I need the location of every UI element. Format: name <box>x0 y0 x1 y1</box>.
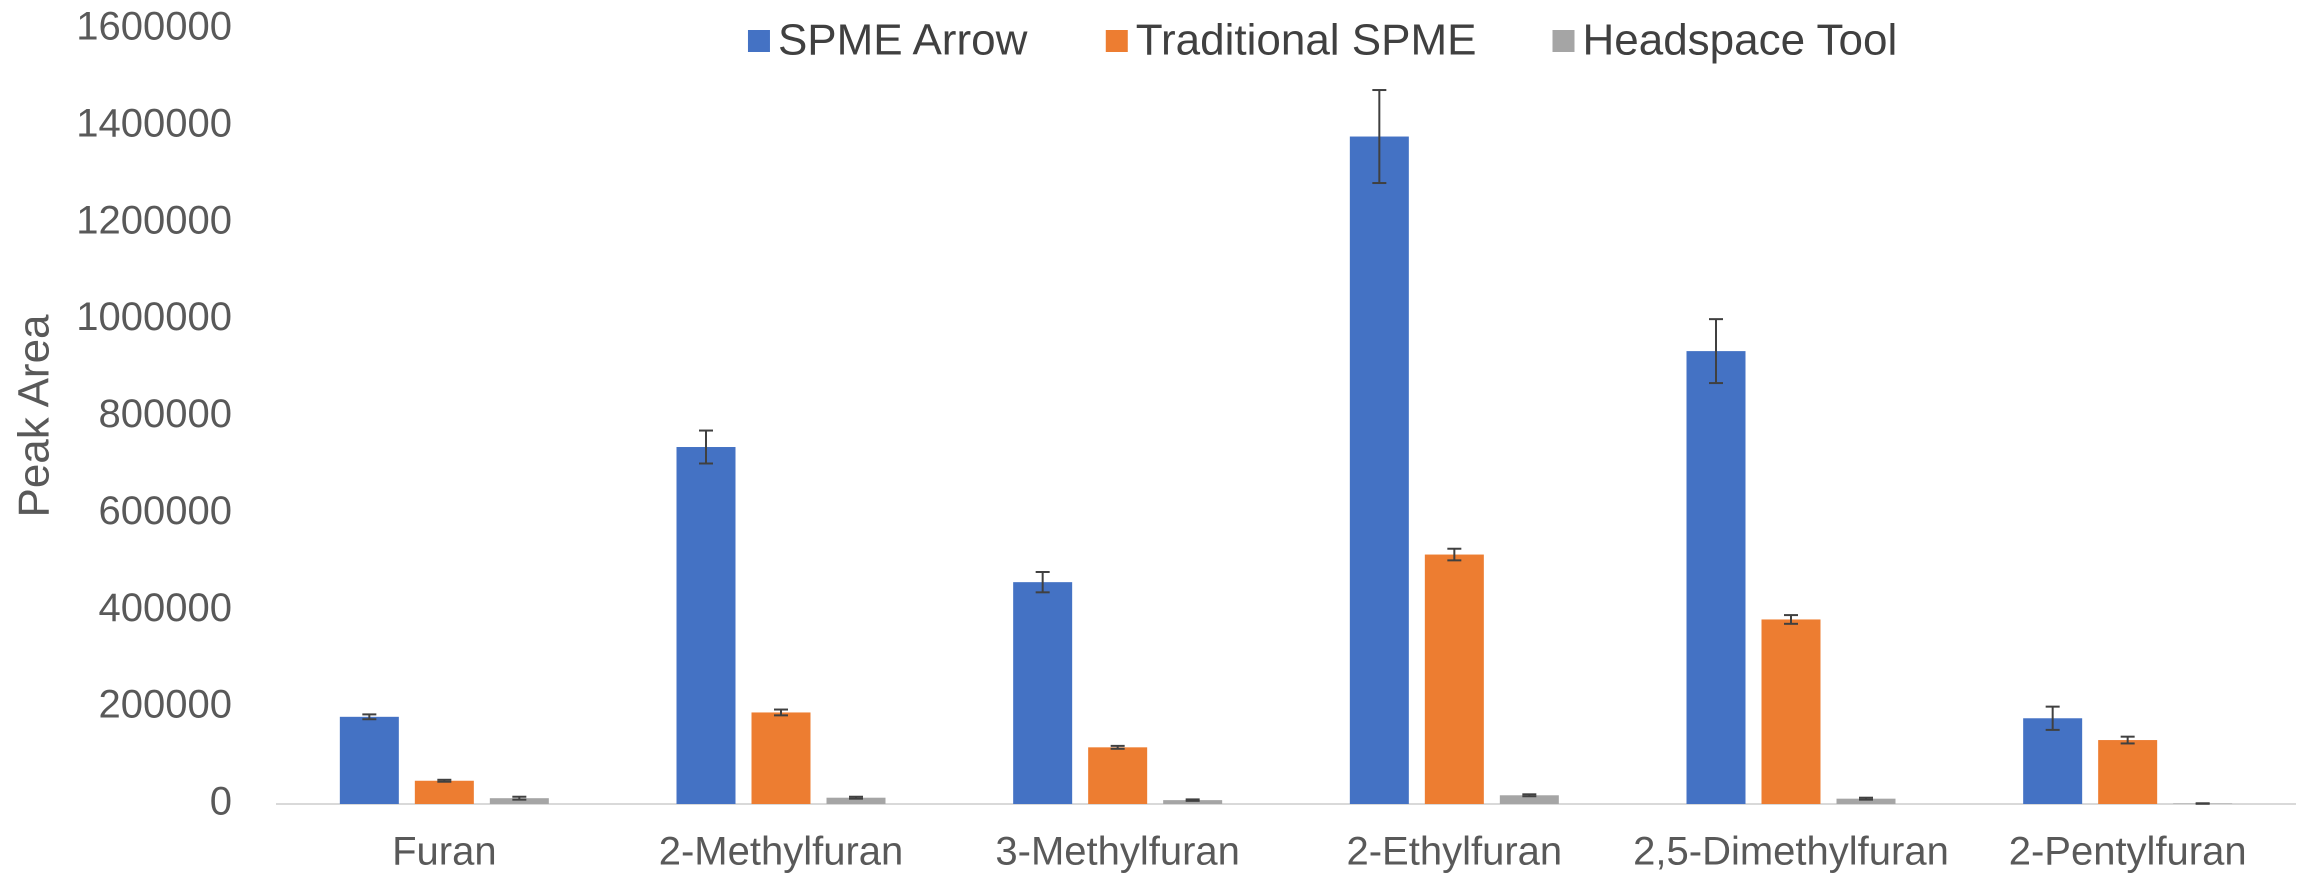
y-tick-label: 1200000 <box>76 198 232 242</box>
x-tick-label: 2-Ethylfuran <box>1346 830 1562 874</box>
error-bar <box>2120 735 2135 745</box>
error-bar <box>512 795 527 801</box>
error-bar <box>2045 705 2060 731</box>
error-bar <box>699 429 713 465</box>
legend-label: SPME Arrow <box>778 16 1028 65</box>
y-tick-label: 800000 <box>99 392 232 436</box>
x-tick-label: 2-Pentylfuran <box>2009 830 2247 874</box>
legend-swatch <box>747 30 770 52</box>
legend-label: Headspace Tool <box>1582 16 1897 65</box>
x-tick-label: 2-Methylfuran <box>659 830 904 874</box>
y-tick-label: 200000 <box>99 683 232 727</box>
legend-label: Traditional SPME <box>1136 16 1477 65</box>
error-bar <box>1372 89 1387 185</box>
x-tick-label: 2,5-Dimethylfuran <box>1633 830 1949 874</box>
error-bar <box>1110 744 1125 750</box>
error-bar <box>1522 793 1537 798</box>
bar <box>1088 747 1148 804</box>
y-tick-label: 400000 <box>99 586 232 630</box>
bar <box>339 716 399 804</box>
bar <box>414 780 474 804</box>
bar <box>1761 619 1821 804</box>
bar <box>489 798 549 804</box>
y-tick-label: 600000 <box>99 489 232 533</box>
legend-swatch <box>1552 30 1575 52</box>
error-bar <box>849 795 863 800</box>
y-tick-label: 0 <box>210 780 232 824</box>
error-bar <box>1447 547 1462 562</box>
x-tick-label: 3-Methylfuran <box>995 830 1240 874</box>
error-bar <box>1185 798 1200 802</box>
error-bar <box>1859 796 1873 801</box>
bar <box>2023 718 2083 804</box>
bar <box>1836 798 1896 804</box>
x-tick-label: Furan <box>392 830 497 874</box>
error-bar <box>362 713 377 721</box>
y-axis-label: Peak Area <box>10 314 59 518</box>
bar <box>676 447 736 804</box>
bar <box>826 797 886 804</box>
bar <box>751 712 811 804</box>
y-tick-label: 1000000 <box>76 295 232 339</box>
bar <box>2098 740 2158 804</box>
bar <box>1424 554 1484 804</box>
error-bar <box>774 708 788 717</box>
bar <box>1349 136 1409 804</box>
y-tick-label: 1400000 <box>76 101 232 145</box>
bar <box>1686 351 1746 804</box>
bar <box>1163 800 1223 804</box>
error-bar <box>1784 614 1798 625</box>
bar <box>1013 582 1073 804</box>
y-tick-label: 1600000 <box>76 5 232 49</box>
legend-swatch <box>1105 30 1128 52</box>
error-bar <box>1709 318 1723 385</box>
error-bar <box>1035 570 1050 594</box>
error-bar <box>437 778 452 783</box>
bar <box>1499 795 1559 804</box>
